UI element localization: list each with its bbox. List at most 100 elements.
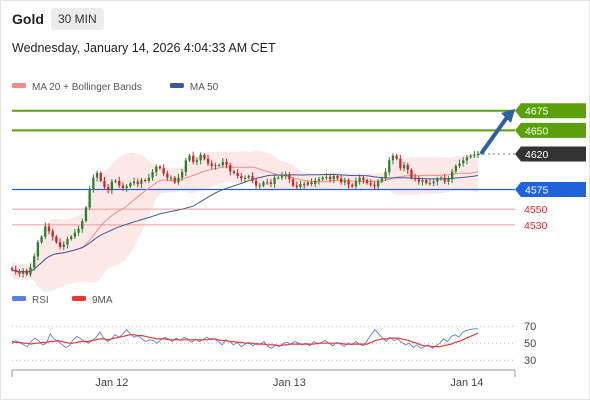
candle-38: [151, 169, 154, 181]
candle-22: [92, 174, 95, 193]
candle-45: [177, 173, 180, 185]
candle-104: [395, 154, 398, 161]
candle-body: [151, 172, 154, 178]
candle-body: [273, 177, 276, 184]
candle-35: [140, 177, 143, 188]
candle-body: [269, 182, 272, 184]
candle-107: [406, 162, 409, 174]
candle-body: [321, 177, 324, 180]
candle-85: [325, 172, 328, 181]
candle-body: [44, 226, 47, 237]
candle-body: [254, 180, 258, 186]
candlesticks: [10, 150, 480, 278]
candle-body: [354, 181, 358, 187]
candle-105: [399, 154, 402, 171]
candle-body: [436, 179, 439, 182]
candle-body: [362, 177, 365, 181]
candle-5: [29, 263, 32, 277]
candle-109: [414, 173, 417, 182]
candle-body: [140, 180, 143, 184]
candle-124: [469, 154, 472, 159]
candle-19: [81, 218, 84, 233]
candle-body: [214, 165, 217, 167]
candle-28: [114, 179, 117, 184]
candle-body: [236, 172, 239, 176]
candle-56: [218, 163, 221, 167]
candle-44: [173, 176, 176, 184]
price-tag-label-4650: 4650: [525, 125, 549, 137]
candle-32: [129, 181, 132, 188]
candle-body: [206, 158, 210, 164]
candle-34: [136, 178, 139, 188]
candle-114: [432, 178, 435, 187]
candle-40: [158, 165, 162, 170]
candle-39: [155, 164, 158, 177]
candle-17: [73, 228, 76, 240]
candle-75: [288, 172, 291, 184]
candle-body: [110, 181, 113, 191]
rsi-series-RSI: [11, 328, 478, 349]
candle-90: [343, 177, 346, 186]
price-tags: 4675 4650 4620 4575 4550 4530: [515, 103, 586, 232]
candle-111: [421, 177, 424, 186]
candle-82: [314, 177, 317, 188]
candle-body: [465, 157, 469, 161]
candle-body: [266, 182, 269, 184]
candle-body: [328, 176, 332, 180]
candle-25: [103, 176, 106, 190]
ma20-line: [11, 166, 479, 273]
candle-52: [203, 153, 206, 161]
candle-55: [214, 162, 217, 170]
candle-body: [55, 236, 58, 243]
candle-body: [181, 172, 184, 178]
candle-96: [365, 178, 369, 185]
candle-body: [195, 160, 199, 162]
candle-24: [99, 171, 102, 183]
candle-body: [414, 177, 417, 180]
candle-12: [55, 235, 58, 244]
candle-body: [439, 177, 443, 180]
instrument-title: Gold: [12, 11, 44, 27]
candle-body: [70, 236, 73, 240]
candle-body: [421, 180, 424, 182]
candle-body: [188, 155, 191, 161]
candle-10: [47, 223, 51, 235]
candle-69: [266, 178, 269, 185]
candle-116: [439, 176, 443, 181]
candle-65: [251, 172, 254, 184]
interval-badge[interactable]: 30 MIN: [51, 8, 104, 30]
candle-body: [295, 185, 298, 188]
candle-body: [136, 181, 139, 184]
candle-101: [384, 168, 387, 181]
candle-1: [14, 265, 17, 275]
candle-88: [336, 174, 339, 181]
candle-70: [269, 179, 272, 188]
candle-body: [125, 186, 128, 188]
candle-body: [14, 269, 17, 273]
x-tick-label-2: Jan 14: [450, 377, 483, 389]
candle-74: [284, 171, 287, 180]
legend-label-1: MA 50: [190, 82, 219, 93]
candle-13: [58, 238, 62, 250]
candle-18: [77, 225, 80, 236]
x-tick-label-1: Jan 13: [273, 377, 306, 389]
candle-49: [192, 151, 195, 165]
candle-body: [121, 185, 125, 188]
candle-53: [206, 154, 210, 166]
candle-body: [225, 161, 228, 165]
candle-58: [225, 158, 228, 169]
legend-label-0: MA 20 + Bollinger Bands: [32, 82, 142, 93]
candle-6: [33, 253, 36, 271]
candle-body: [462, 160, 465, 164]
candle-body: [192, 155, 195, 162]
candle-body: [77, 228, 80, 233]
candle-body: [218, 165, 221, 167]
candle-body: [40, 236, 43, 243]
candle-93: [354, 177, 358, 189]
candle-57: [221, 157, 224, 168]
candle-31: [125, 183, 128, 192]
candle-92: [351, 183, 354, 188]
forecast-arrow-head: [501, 108, 515, 123]
candle-body: [425, 180, 428, 184]
